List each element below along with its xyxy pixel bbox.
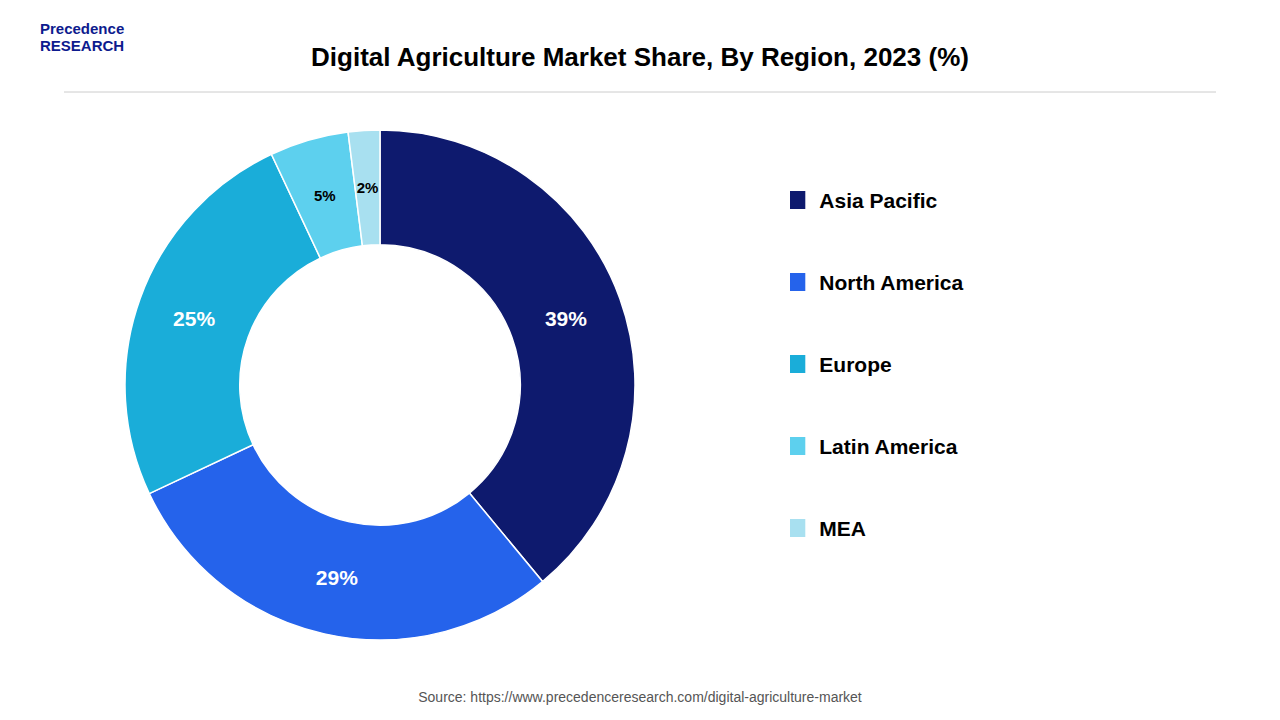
legend-swatch bbox=[790, 519, 805, 537]
donut-slice bbox=[348, 130, 380, 246]
data-label: 29% bbox=[316, 566, 358, 589]
donut-slice bbox=[149, 445, 542, 640]
chart: PrecedenceRESEARCH Digital Agriculture Ma… bbox=[0, 0, 1280, 720]
legend-swatch bbox=[790, 273, 805, 291]
donut: 39% 29% 25% 5% 2% bbox=[125, 130, 635, 640]
background bbox=[0, 0, 1280, 720]
logo-line: RESEARCH bbox=[40, 37, 124, 54]
legend-label: North America bbox=[819, 271, 963, 294]
donut-slice bbox=[271, 132, 362, 258]
legend: Asia Pacific North America Europe Latin Ame… bbox=[790, 189, 964, 540]
title: Digital Agriculture Market Share, By Reg… bbox=[311, 42, 969, 72]
legend-swatch bbox=[790, 191, 805, 209]
legend-label: Latin America bbox=[819, 435, 957, 458]
data-label: 39% bbox=[545, 307, 587, 330]
data-label: 2% bbox=[357, 179, 379, 196]
logo-line: Precedence bbox=[40, 20, 124, 37]
donut-slice bbox=[125, 154, 320, 493]
logo-text: PrecedenceRESEARCH bbox=[40, 20, 124, 54]
data-label: 25% bbox=[173, 307, 215, 330]
source-text: Source: https://www.precedenceresearch.c… bbox=[418, 689, 862, 705]
legend-swatch bbox=[790, 437, 805, 455]
data-label: 5% bbox=[314, 187, 336, 204]
donut-slice bbox=[380, 130, 635, 581]
legend-label: Europe bbox=[819, 353, 891, 376]
title-rule bbox=[64, 92, 1216, 93]
legend-label: MEA bbox=[819, 517, 866, 540]
legend-swatch bbox=[790, 355, 805, 373]
legend-label: Asia Pacific bbox=[819, 189, 937, 212]
